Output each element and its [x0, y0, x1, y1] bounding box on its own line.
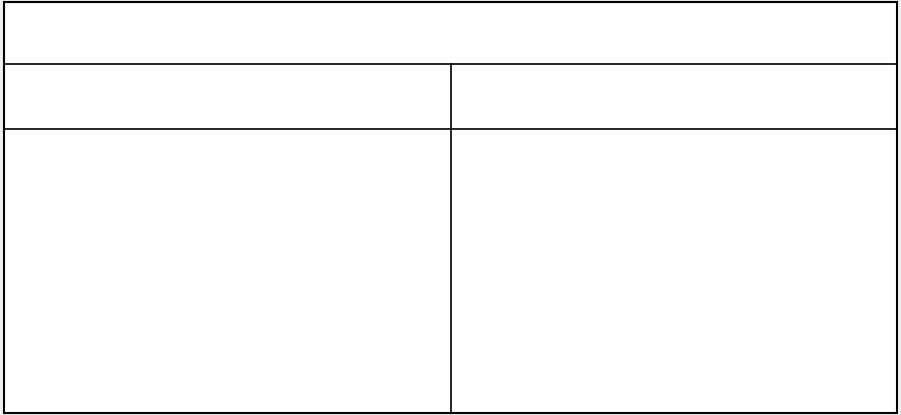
Text: Z’: Z’ [790, 356, 804, 369]
Text: (: ( [811, 247, 816, 260]
Text: (: ( [811, 320, 816, 332]
Text: Graph and label each figure and its image under a reflection in the given line.: Graph and label each figure and its imag… [82, 15, 576, 29]
Text: -axis: -axis [117, 112, 151, 126]
Text: A’: A’ [346, 286, 358, 299]
Text: A: A [203, 76, 211, 89]
Text: ,: , [849, 283, 852, 296]
Text: B’: B’ [346, 322, 359, 335]
Text: W: W [700, 76, 713, 89]
Text: X’: X’ [790, 283, 804, 296]
Text: with vertices: with vertices [105, 76, 196, 89]
Text: ): ) [885, 320, 890, 332]
Text: (: ( [364, 358, 369, 371]
Text: 6.: 6. [9, 76, 23, 89]
Text: ): ) [432, 322, 438, 335]
Text: Y’: Y’ [790, 320, 803, 332]
Text: x: x [107, 112, 115, 126]
Text: (2, -3),: (2, -3), [483, 112, 530, 126]
Text: C’: C’ [346, 358, 359, 371]
Text: Quadrilateral: Quadrilateral [471, 76, 560, 89]
Text: Directions:: Directions: [11, 15, 86, 29]
Text: ,: , [398, 358, 403, 371]
Text: (: ( [364, 286, 369, 299]
Text: ): ) [432, 286, 438, 299]
Text: (: ( [811, 356, 816, 369]
Text: (-3, 2),: (-3, 2), [214, 76, 260, 89]
Text: X: X [471, 112, 480, 126]
Text: C: C [52, 112, 60, 126]
Text: ABC: ABC [75, 76, 102, 89]
Text: =: = [739, 112, 759, 126]
Text: x: x [729, 112, 737, 126]
Text: WXYZ: WXYZ [561, 76, 599, 89]
Text: 7.: 7. [456, 76, 469, 89]
Text: ): ) [885, 283, 890, 296]
Text: (0, -6), and: (0, -6), and [560, 112, 634, 126]
Text: (-1, 1),: (-1, 1), [715, 76, 759, 89]
Text: ,: , [398, 322, 403, 335]
Text: and: and [24, 112, 52, 126]
Text: ): ) [885, 247, 890, 260]
Text: ): ) [885, 356, 890, 369]
Text: (-2, -5):: (-2, -5): [667, 112, 718, 126]
Text: B: B [277, 76, 285, 89]
Text: (-1, 7),: (-1, 7), [287, 76, 331, 89]
Text: with vertices: with vertices [604, 76, 694, 89]
Text: Z: Z [656, 112, 665, 126]
Text: Triangle: Triangle [24, 76, 78, 89]
Text: ): ) [432, 358, 438, 371]
Text: ,: , [849, 356, 852, 369]
Text: -3: -3 [760, 112, 774, 126]
Text: (: ( [364, 322, 369, 335]
Text: ,: , [398, 286, 403, 299]
Text: W’: W’ [790, 247, 807, 260]
Text: (: ( [811, 283, 816, 296]
Text: Y: Y [548, 112, 556, 126]
Text: Give the coordinates of the image.: Give the coordinates of the image. [11, 49, 229, 62]
Text: (6, 1):: (6, 1): [61, 112, 105, 126]
Text: ,: , [849, 247, 852, 260]
Text: ,: , [849, 320, 852, 332]
